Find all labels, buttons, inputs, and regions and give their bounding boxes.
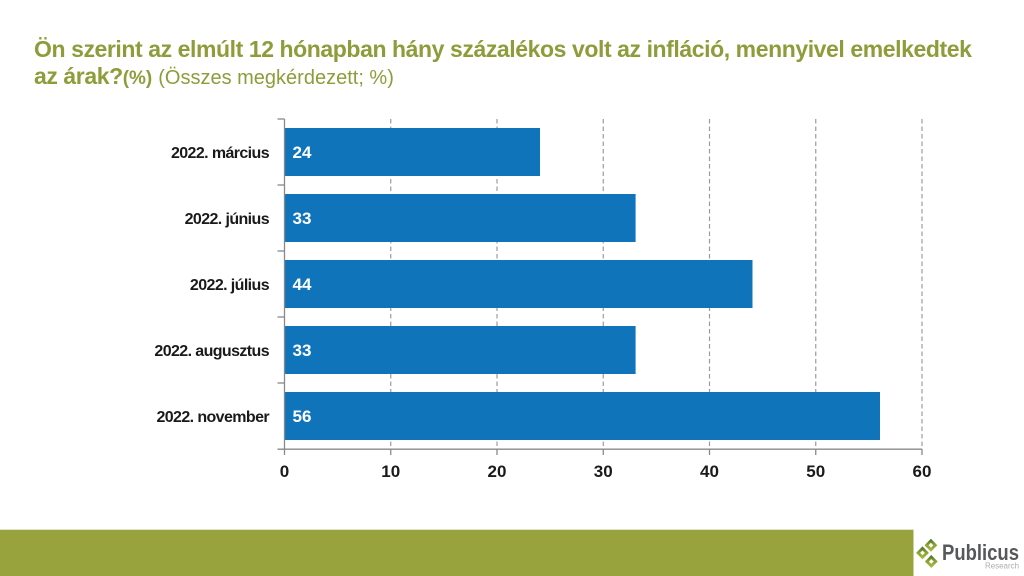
svg-text:Research: Research xyxy=(985,561,1019,571)
svg-text:40: 40 xyxy=(700,462,719,481)
svg-text:44: 44 xyxy=(293,275,312,294)
svg-text:2022. november: 2022. november xyxy=(156,409,269,426)
svg-text:24: 24 xyxy=(293,143,312,162)
svg-text:2022. március: 2022. március xyxy=(171,145,270,162)
svg-text:Publicus: Publicus xyxy=(942,540,1019,565)
svg-text:60: 60 xyxy=(913,462,932,481)
svg-text:2022. július: 2022. július xyxy=(190,277,270,294)
svg-text:33: 33 xyxy=(293,209,312,228)
svg-text:20: 20 xyxy=(488,462,507,481)
svg-text:10: 10 xyxy=(381,462,400,481)
svg-text:30: 30 xyxy=(594,462,613,481)
svg-text:2022. augusztus: 2022. augusztus xyxy=(154,343,269,360)
svg-text:50: 50 xyxy=(806,462,825,481)
svg-text:33: 33 xyxy=(293,341,312,360)
svg-text:2022. június: 2022. június xyxy=(185,211,270,228)
svg-text:56: 56 xyxy=(293,407,312,426)
svg-text:0: 0 xyxy=(280,462,289,481)
